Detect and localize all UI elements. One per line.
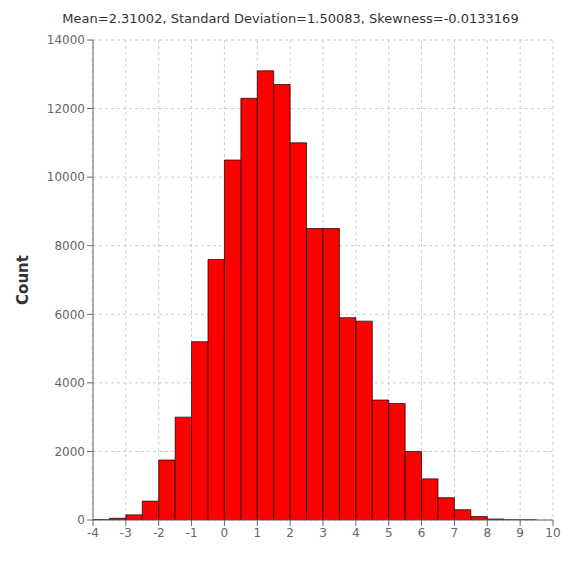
svg-text:7: 7: [451, 526, 459, 540]
svg-text:6: 6: [418, 526, 426, 540]
svg-text:4000: 4000: [54, 376, 85, 390]
svg-text:8: 8: [483, 526, 491, 540]
svg-text:10000: 10000: [47, 170, 85, 184]
svg-text:5: 5: [385, 526, 393, 540]
html-text:Mean=2.31002, Standard Deviati: Mean=2.31002, Standard Deviation=1.50083…: [62, 11, 519, 26]
svg-text:0: 0: [77, 513, 85, 527]
svg-text:1: 1: [253, 526, 261, 540]
svg-text:10: 10: [545, 526, 560, 540]
svg-text:3: 3: [319, 526, 327, 540]
svg-text:14000: 14000: [47, 33, 85, 47]
svg-text:-1: -1: [186, 526, 198, 540]
svg-text:8000: 8000: [54, 239, 85, 253]
svg-text:4: 4: [352, 526, 360, 540]
svg-text:Count: Count: [14, 255, 32, 305]
svg-text:-4: -4: [87, 526, 99, 540]
svg-text:-3: -3: [120, 526, 132, 540]
svg-text:6000: 6000: [54, 308, 85, 322]
svg-text:0: 0: [221, 526, 229, 540]
svg-text:-2: -2: [153, 526, 165, 540]
svg-text:2: 2: [286, 526, 294, 540]
svg-text:12000: 12000: [47, 102, 85, 116]
svg-text:2000: 2000: [54, 445, 85, 459]
svg-text:9: 9: [516, 526, 524, 540]
